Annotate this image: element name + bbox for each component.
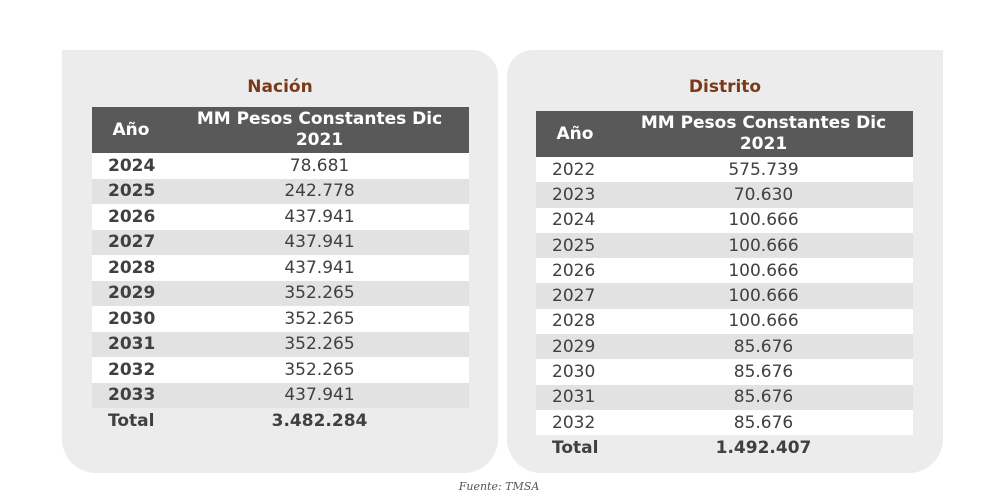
table-row: 2025 100.666	[536, 232, 913, 259]
row-year: 2024	[536, 207, 614, 233]
row-year: 2027	[92, 229, 170, 255]
total-label: Total	[552, 437, 599, 458]
distrito-header-row: Año MM Pesos Constantes Dic 2021	[536, 111, 913, 157]
total-row: Total 3.482.284	[92, 408, 469, 434]
row-value: 100.666	[614, 207, 913, 233]
table-row: 2029 352.265	[92, 280, 469, 306]
row-value: 437.941	[170, 204, 469, 230]
row-year: 2032	[536, 409, 614, 436]
row-year: 2022	[536, 157, 614, 183]
row-year: 2028	[92, 255, 170, 281]
row-year: 2025	[92, 178, 170, 204]
row-value: 100.666	[614, 258, 913, 284]
row-value: 352.265	[170, 357, 469, 383]
row-value: 437.941	[170, 229, 469, 255]
table-row: 2032 352.265	[92, 357, 469, 383]
total-row: Total 1.492.407	[536, 435, 913, 460]
table-row: 2022 575.739	[536, 157, 913, 183]
row-value: 352.265	[170, 280, 469, 306]
row-year: 2033	[92, 382, 170, 408]
row-value: 100.666	[614, 232, 913, 259]
distrito-title: Distrito	[688, 77, 762, 97]
table-row: 2024 100.666	[536, 207, 913, 233]
row-value: 85.676	[614, 384, 913, 410]
row-year: 2030	[536, 359, 614, 385]
table-row: 2030 85.676	[536, 359, 913, 385]
row-value: 85.676	[614, 409, 913, 436]
table-row: 2029 85.676	[536, 334, 913, 360]
distrito-header-value: MM Pesos Constantes Dic 2021	[614, 111, 913, 157]
table-row: 2023 70.630	[536, 182, 913, 208]
row-year: 2023	[536, 182, 614, 208]
row-value: 352.265	[170, 306, 469, 332]
row-year: 2031	[536, 384, 614, 410]
table-row: 2033 437.941	[92, 382, 469, 408]
nacion-header-value: MM Pesos Constantes Dic 2021	[170, 107, 469, 153]
row-value: 85.676	[614, 359, 913, 385]
row-year: 2029	[92, 280, 170, 306]
distrito-table-body: 2022 575.739 2023 70.630 2024 100.666 2025 100.…	[536, 157, 913, 461]
table-row: 2027 100.666	[536, 283, 913, 309]
row-year: 2027	[536, 283, 614, 309]
table-row: 2026 437.941	[92, 204, 469, 230]
row-year: 2024	[92, 153, 170, 179]
nacion-header-year: Año	[92, 107, 170, 153]
table-row: 2032 85.676	[536, 409, 913, 436]
total-value: 1.492.407	[715, 437, 812, 458]
row-value: 85.676	[614, 334, 913, 360]
table-row: 2028 100.666	[536, 308, 913, 335]
table-row: 2030 352.265	[92, 306, 469, 332]
row-value: 437.941	[170, 382, 469, 408]
total-label: Total	[108, 410, 155, 431]
row-value: 78.681	[170, 153, 469, 179]
row-year: 2026	[536, 258, 614, 284]
row-year: 2025	[536, 232, 614, 259]
nacion-table: Año MM Pesos Constantes Dic 2021 2024 78.…	[92, 107, 469, 434]
row-year: 2032	[92, 357, 170, 383]
table-row: 2025 242.778	[92, 178, 469, 204]
row-value: 100.666	[614, 308, 913, 335]
row-value: 70.630	[614, 182, 913, 208]
distrito-table: Año MM Pesos Constantes Dic 2021 2022 575…	[536, 111, 913, 461]
table-row: 2026 100.666	[536, 258, 913, 284]
row-value: 352.265	[170, 331, 469, 357]
distrito-header-year: Año	[536, 111, 614, 157]
row-year: 2028	[536, 308, 614, 335]
table-row: 2031 352.265	[92, 331, 469, 357]
table-row: 2024 78.681	[92, 153, 469, 179]
source-caption: Fuente: TMSA	[458, 480, 540, 493]
row-year: 2030	[92, 306, 170, 332]
table-row: 2031 85.676	[536, 384, 913, 410]
nacion-panel: Nación Año MM Pesos Constantes Dic 2021 …	[62, 50, 498, 473]
row-value: 242.778	[170, 178, 469, 204]
nacion-table-body: 2024 78.681 2025 242.778 2026 437.941 2027 437.…	[92, 153, 469, 434]
row-year: 2026	[92, 204, 170, 230]
distrito-panel: Distrito Año MM Pesos Constantes Dic 202…	[507, 50, 943, 473]
row-year: 2031	[92, 331, 170, 357]
table-row: 2028 437.941	[92, 255, 469, 281]
row-value: 437.941	[170, 255, 469, 281]
nacion-title: Nación	[247, 77, 313, 97]
total-value: 3.482.284	[271, 410, 368, 431]
nacion-header-row: Año MM Pesos Constantes Dic 2021	[92, 107, 469, 153]
row-value: 100.666	[614, 283, 913, 309]
row-value: 575.739	[614, 157, 913, 183]
table-row: 2027 437.941	[92, 229, 469, 255]
row-year: 2029	[536, 334, 614, 360]
